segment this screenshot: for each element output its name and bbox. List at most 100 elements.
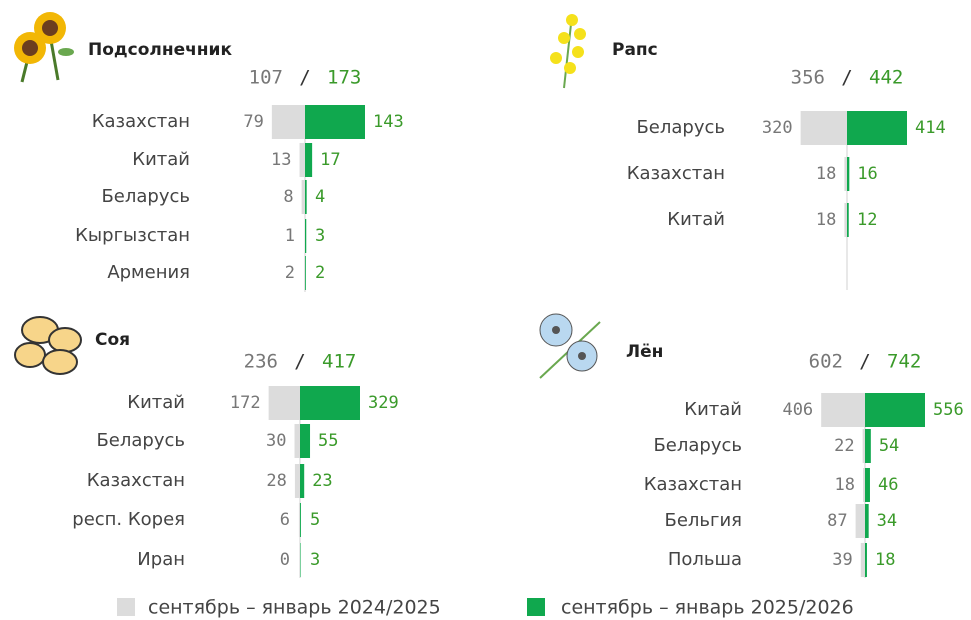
legend-swatch bbox=[527, 598, 545, 616]
sunflower-icon bbox=[14, 12, 74, 82]
value-label-curr: 3 bbox=[310, 550, 320, 570]
bar-curr bbox=[300, 386, 360, 420]
value-label-prev: 18 bbox=[835, 475, 855, 495]
total-curr: 742 bbox=[887, 351, 921, 373]
soy-icon bbox=[15, 317, 81, 374]
value-label-curr: 556 bbox=[933, 400, 964, 420]
value-label-prev: 6 bbox=[280, 510, 290, 530]
value-label-curr: 23 bbox=[312, 471, 332, 491]
bar-prev bbox=[302, 180, 305, 214]
bar-curr bbox=[305, 105, 365, 139]
category-label: Китай bbox=[667, 209, 725, 230]
category-label: Китай bbox=[684, 399, 742, 420]
bar-prev bbox=[844, 157, 847, 191]
bar-curr bbox=[300, 503, 301, 537]
category-label: Казахстан bbox=[92, 111, 190, 132]
value-label-prev: 18 bbox=[816, 210, 836, 230]
bar-prev bbox=[300, 143, 305, 177]
bar-prev bbox=[801, 111, 847, 145]
bar-curr bbox=[847, 203, 849, 237]
category-label: Китай bbox=[127, 392, 185, 413]
value-label-curr: 2 bbox=[315, 263, 325, 283]
category-label: Беларусь bbox=[101, 186, 190, 207]
bar-prev bbox=[821, 393, 865, 427]
legend-swatch bbox=[117, 598, 135, 616]
value-label-prev: 87 bbox=[827, 511, 847, 531]
bar-curr bbox=[847, 157, 849, 191]
bar-prev bbox=[272, 105, 305, 139]
value-label-prev: 22 bbox=[834, 436, 854, 456]
value-label-curr: 34 bbox=[877, 511, 897, 531]
value-label-curr: 12 bbox=[857, 210, 877, 230]
value-label-curr: 17 bbox=[320, 150, 340, 170]
value-label-curr: 16 bbox=[857, 164, 877, 184]
value-label-curr: 55 bbox=[318, 431, 338, 451]
chart-title: Лён bbox=[626, 342, 663, 362]
category-label: Китай bbox=[132, 149, 190, 170]
separator: / bbox=[841, 67, 852, 89]
infographic: сентябрь – январь 2024/2025 сентябрь – я… bbox=[0, 0, 971, 620]
total-prev: 236 bbox=[244, 351, 278, 373]
bar-prev bbox=[269, 386, 300, 420]
chart-title: Подсолнечник bbox=[88, 40, 232, 60]
bar-curr bbox=[305, 256, 306, 290]
bar-prev bbox=[863, 468, 865, 502]
bar-curr bbox=[865, 504, 869, 538]
value-label-curr: 3 bbox=[315, 226, 325, 246]
bar-curr bbox=[865, 429, 871, 463]
value-label-prev: 39 bbox=[832, 550, 852, 570]
value-label-curr: 46 bbox=[878, 475, 898, 495]
bar-curr bbox=[865, 468, 870, 502]
category-label: Казахстан bbox=[87, 470, 185, 491]
separator: / bbox=[859, 351, 870, 373]
bar-curr bbox=[865, 393, 925, 427]
category-label: Беларусь bbox=[653, 435, 742, 456]
bar-curr bbox=[305, 143, 312, 177]
chart-title: Соя bbox=[95, 330, 130, 350]
value-label-prev: 2 bbox=[285, 263, 295, 283]
value-label-curr: 329 bbox=[368, 393, 399, 413]
value-label-prev: 172 bbox=[230, 393, 261, 413]
value-label-curr: 54 bbox=[879, 436, 899, 456]
legend-label: сентябрь – январь 2024/2025 bbox=[148, 597, 441, 619]
separator: / bbox=[299, 67, 310, 89]
total-curr: 173 bbox=[327, 67, 361, 89]
value-label-prev: 406 bbox=[782, 400, 813, 420]
value-label-prev: 13 bbox=[271, 150, 291, 170]
value-label-prev: 28 bbox=[266, 471, 286, 491]
bar-prev bbox=[295, 464, 300, 498]
category-label: Беларусь bbox=[636, 117, 725, 138]
bar-curr bbox=[865, 543, 867, 577]
bar-prev bbox=[844, 203, 847, 237]
value-label-prev: 0 bbox=[280, 550, 290, 570]
total-curr: 417 bbox=[322, 351, 356, 373]
value-label-curr: 4 bbox=[315, 187, 325, 207]
category-label: Польша bbox=[668, 549, 742, 570]
value-label-curr: 414 bbox=[915, 118, 946, 138]
category-label: Беларусь bbox=[96, 430, 185, 451]
bar-curr bbox=[300, 424, 310, 458]
bar-curr bbox=[300, 543, 301, 577]
category-label: Армения bbox=[107, 262, 190, 283]
category-label: Казахстан bbox=[644, 474, 742, 495]
value-label-curr: 143 bbox=[373, 112, 404, 132]
category-label: Казахстан bbox=[627, 163, 725, 184]
separator: / bbox=[294, 351, 305, 373]
value-label-curr: 5 bbox=[310, 510, 320, 530]
category-label: Иран bbox=[137, 549, 185, 570]
bar-curr bbox=[305, 180, 307, 214]
bar-prev bbox=[299, 503, 300, 537]
category-label: Бельгия bbox=[664, 510, 742, 531]
bar-curr bbox=[847, 111, 907, 145]
bar-prev bbox=[304, 256, 305, 290]
total-prev: 107 bbox=[249, 67, 283, 89]
total-prev: 356 bbox=[791, 67, 825, 89]
value-label-prev: 320 bbox=[762, 118, 793, 138]
bar-prev bbox=[861, 543, 865, 577]
value-label-curr: 18 bbox=[875, 550, 895, 570]
bar-prev bbox=[863, 429, 865, 463]
total-curr: 442 bbox=[869, 67, 903, 89]
bar-curr bbox=[305, 219, 306, 253]
legend-label: сентябрь – январь 2025/2026 bbox=[561, 597, 854, 619]
value-label-prev: 79 bbox=[243, 112, 263, 132]
